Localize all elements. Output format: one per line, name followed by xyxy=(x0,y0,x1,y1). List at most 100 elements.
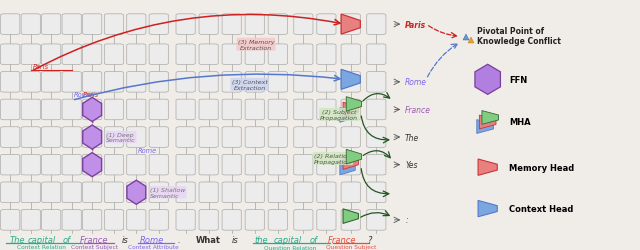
FancyBboxPatch shape xyxy=(42,182,61,203)
FancyBboxPatch shape xyxy=(367,72,386,93)
FancyBboxPatch shape xyxy=(104,15,124,35)
FancyBboxPatch shape xyxy=(21,127,40,148)
Polygon shape xyxy=(343,155,358,170)
FancyBboxPatch shape xyxy=(1,182,20,203)
FancyBboxPatch shape xyxy=(83,155,102,175)
FancyBboxPatch shape xyxy=(83,182,102,203)
FancyBboxPatch shape xyxy=(341,100,360,120)
FancyBboxPatch shape xyxy=(127,182,146,203)
FancyBboxPatch shape xyxy=(104,127,124,148)
Text: (2) Relation
Propagation: (2) Relation Propagation xyxy=(314,153,352,164)
FancyBboxPatch shape xyxy=(268,72,287,93)
FancyBboxPatch shape xyxy=(42,45,61,65)
FancyBboxPatch shape xyxy=(199,45,218,65)
FancyBboxPatch shape xyxy=(104,45,124,65)
FancyBboxPatch shape xyxy=(127,45,146,65)
FancyBboxPatch shape xyxy=(222,210,241,230)
FancyBboxPatch shape xyxy=(294,100,313,120)
Polygon shape xyxy=(83,153,102,177)
FancyBboxPatch shape xyxy=(294,127,313,148)
FancyBboxPatch shape xyxy=(294,210,313,230)
FancyBboxPatch shape xyxy=(367,210,386,230)
FancyBboxPatch shape xyxy=(127,15,146,35)
Text: (1) Shallow
Semantic: (1) Shallow Semantic xyxy=(150,187,186,198)
FancyBboxPatch shape xyxy=(83,127,102,148)
Polygon shape xyxy=(346,150,362,164)
Text: of: of xyxy=(63,236,70,244)
Text: The: The xyxy=(10,236,25,244)
FancyBboxPatch shape xyxy=(268,182,287,203)
FancyBboxPatch shape xyxy=(294,45,313,65)
FancyBboxPatch shape xyxy=(149,127,168,148)
Polygon shape xyxy=(341,70,360,90)
Polygon shape xyxy=(478,200,497,217)
FancyBboxPatch shape xyxy=(149,45,168,65)
FancyBboxPatch shape xyxy=(104,100,124,120)
FancyBboxPatch shape xyxy=(341,127,360,148)
Text: Context Relation: Context Relation xyxy=(17,244,66,250)
Text: (3) Context
Extraction: (3) Context Extraction xyxy=(232,80,268,90)
FancyBboxPatch shape xyxy=(42,155,61,175)
Polygon shape xyxy=(478,160,497,176)
FancyBboxPatch shape xyxy=(62,100,81,120)
FancyBboxPatch shape xyxy=(21,100,40,120)
FancyBboxPatch shape xyxy=(268,100,287,120)
Text: What: What xyxy=(195,236,221,244)
FancyBboxPatch shape xyxy=(21,182,40,203)
Text: Context Head: Context Head xyxy=(509,204,573,213)
Polygon shape xyxy=(343,209,358,224)
FancyBboxPatch shape xyxy=(199,15,218,35)
Text: Paris: Paris xyxy=(33,64,49,70)
FancyBboxPatch shape xyxy=(83,15,102,35)
Text: is: is xyxy=(122,236,129,244)
FancyBboxPatch shape xyxy=(62,15,81,35)
Polygon shape xyxy=(346,97,362,112)
FancyBboxPatch shape xyxy=(127,72,146,93)
Text: (2) Subject
Propagation: (2) Subject Propagation xyxy=(320,110,358,120)
FancyBboxPatch shape xyxy=(83,100,102,120)
FancyBboxPatch shape xyxy=(294,72,313,93)
Text: Paris: Paris xyxy=(405,20,426,30)
FancyBboxPatch shape xyxy=(42,127,61,148)
FancyBboxPatch shape xyxy=(367,127,386,148)
Text: .: . xyxy=(178,236,180,244)
Text: Context Attribute: Context Attribute xyxy=(128,244,179,250)
Text: Context Subject: Context Subject xyxy=(71,244,118,250)
FancyBboxPatch shape xyxy=(62,182,81,203)
FancyBboxPatch shape xyxy=(341,15,360,35)
FancyBboxPatch shape xyxy=(317,182,336,203)
Polygon shape xyxy=(340,161,355,175)
FancyBboxPatch shape xyxy=(367,182,386,203)
FancyBboxPatch shape xyxy=(127,100,146,120)
FancyBboxPatch shape xyxy=(367,155,386,175)
FancyBboxPatch shape xyxy=(341,72,360,93)
FancyBboxPatch shape xyxy=(62,45,81,65)
FancyBboxPatch shape xyxy=(222,127,241,148)
FancyBboxPatch shape xyxy=(222,72,241,93)
Text: FFN: FFN xyxy=(509,76,527,84)
FancyBboxPatch shape xyxy=(149,72,168,93)
FancyBboxPatch shape xyxy=(149,100,168,120)
Text: Rome: Rome xyxy=(138,147,157,153)
Text: :: : xyxy=(405,216,408,224)
FancyBboxPatch shape xyxy=(245,182,264,203)
FancyBboxPatch shape xyxy=(1,45,20,65)
Text: ?: ? xyxy=(367,236,372,244)
FancyBboxPatch shape xyxy=(62,127,81,148)
FancyBboxPatch shape xyxy=(367,45,386,65)
FancyBboxPatch shape xyxy=(1,72,20,93)
FancyBboxPatch shape xyxy=(367,15,386,35)
FancyBboxPatch shape xyxy=(21,210,40,230)
FancyBboxPatch shape xyxy=(1,100,20,120)
Polygon shape xyxy=(83,126,102,150)
FancyBboxPatch shape xyxy=(245,155,264,175)
Polygon shape xyxy=(343,103,358,117)
FancyBboxPatch shape xyxy=(176,100,195,120)
FancyBboxPatch shape xyxy=(127,127,146,148)
FancyBboxPatch shape xyxy=(317,72,336,93)
Polygon shape xyxy=(83,98,102,122)
FancyBboxPatch shape xyxy=(245,15,264,35)
FancyBboxPatch shape xyxy=(341,45,360,65)
FancyBboxPatch shape xyxy=(21,72,40,93)
FancyBboxPatch shape xyxy=(222,100,241,120)
